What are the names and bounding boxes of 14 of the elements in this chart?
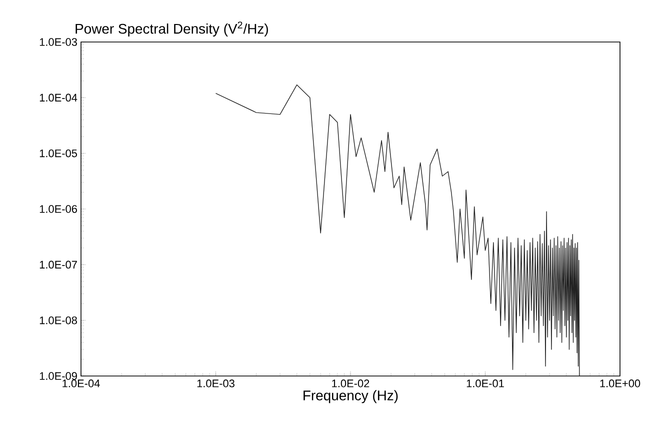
y-axis-title: Power Spectral Density (V$^{2}$/Hz)	[76, 22, 268, 36]
x-axis-title: Frequency (Hz)	[304, 390, 398, 404]
x-tick-label: 1.0E-03	[197, 380, 234, 388]
x-tick-label: 1.0E-02	[332, 380, 370, 388]
y-tick-label: 1.0E-04	[40, 94, 78, 102]
y-tick-label: 1.0E-06	[40, 205, 77, 213]
y-tick-label: 1.0E-08	[40, 316, 77, 324]
x-tick-label: 1.0E-04	[62, 380, 100, 388]
y-tick-label: 1.0E-09	[40, 372, 77, 380]
y-tick-label: 1.0E-05	[40, 149, 77, 158]
y-tick-label: 1.0E-03	[40, 38, 77, 46]
y-tick-label: 1.0E-07	[40, 260, 77, 269]
x-tick-label: 1.0E-01	[466, 380, 504, 388]
x-tick-label: 1.0E+00	[600, 380, 640, 388]
